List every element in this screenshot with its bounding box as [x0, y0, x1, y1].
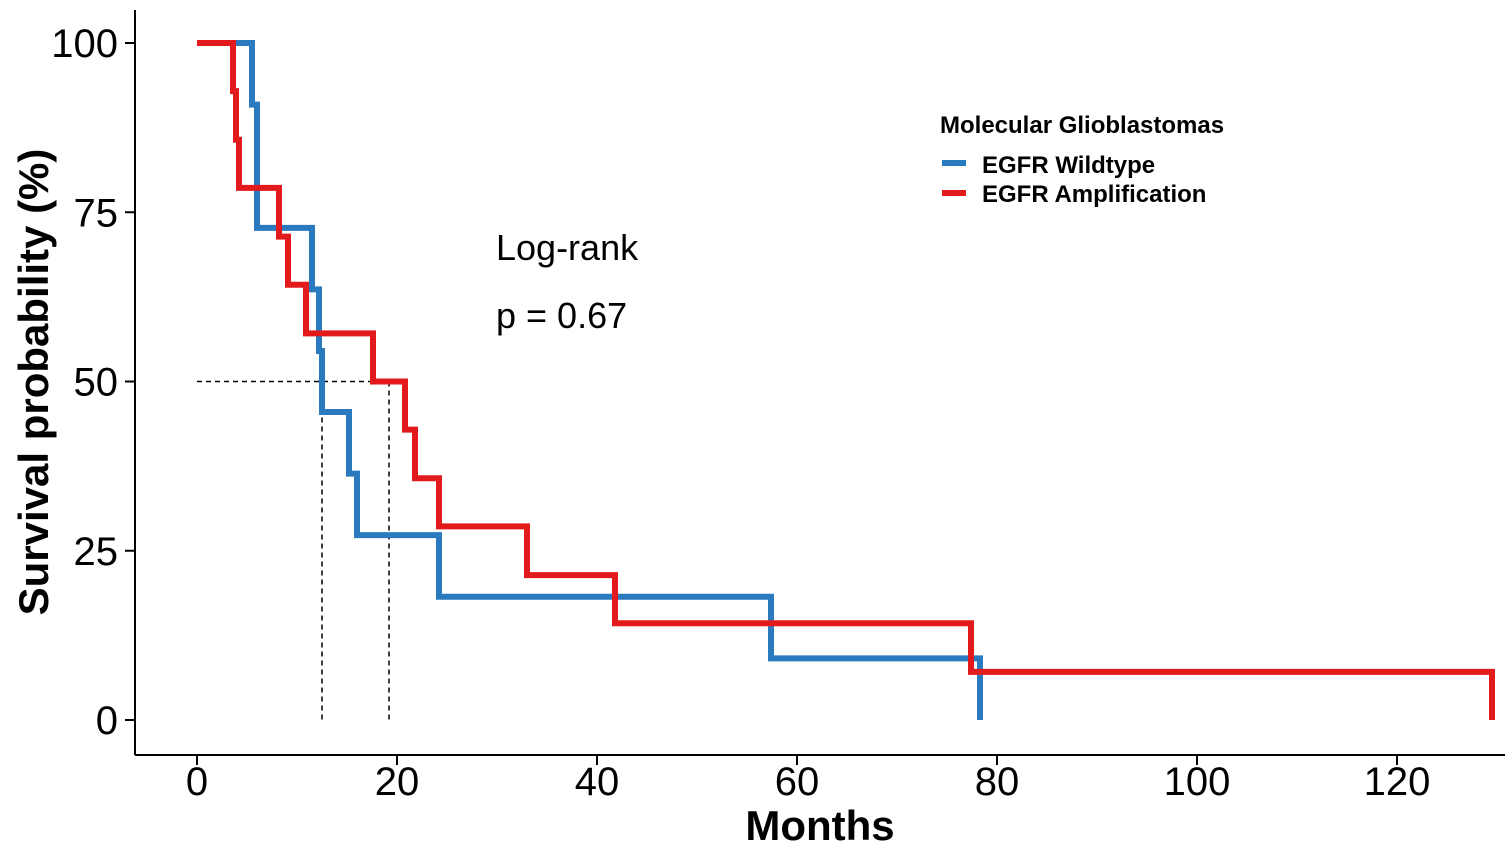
legend-label-egfr-wildtype: EGFR Wildtype: [982, 152, 1155, 179]
y-tick-label: 0: [96, 699, 118, 743]
legend: Molecular Glioblastomas EGFR Wildtype EG…: [940, 112, 1224, 208]
y-tick-label: 25: [74, 530, 119, 574]
y-ticks: 0 25 50 75 100: [51, 22, 135, 743]
y-axis-title: Survival probability (%): [10, 149, 57, 616]
y-tick-label: 75: [74, 191, 119, 235]
x-tick-label: 40: [575, 760, 620, 804]
legend-title: Molecular Glioblastomas: [940, 112, 1224, 139]
y-tick-label: 50: [74, 361, 119, 405]
x-tick-label: 20: [375, 760, 420, 804]
x-tick-label: 60: [775, 760, 820, 804]
x-tick-label: 120: [1364, 760, 1431, 804]
y-tick-label: 100: [51, 22, 118, 66]
series-lines: [197, 40, 1495, 720]
plot-area: 0 25 50 75 100 0 20 40 60 80 100 120: [51, 10, 1505, 804]
x-tick-label: 80: [975, 760, 1020, 804]
p-value-label: p = 0.67: [496, 295, 627, 336]
series-line-egfr-amplification: [197, 40, 1495, 720]
series-line-egfr-wildtype: [197, 40, 983, 720]
x-ticks: 0 20 40 60 80 100 120: [186, 755, 1431, 804]
legend-label-egfr-amplification: EGFR Amplification: [982, 181, 1206, 208]
test-name-label: Log-rank: [496, 227, 639, 268]
x-tick-label: 0: [186, 760, 208, 804]
median-lines: [197, 380, 390, 720]
x-tick-label: 100: [1164, 760, 1231, 804]
x-axis-title: Months: [745, 802, 894, 845]
